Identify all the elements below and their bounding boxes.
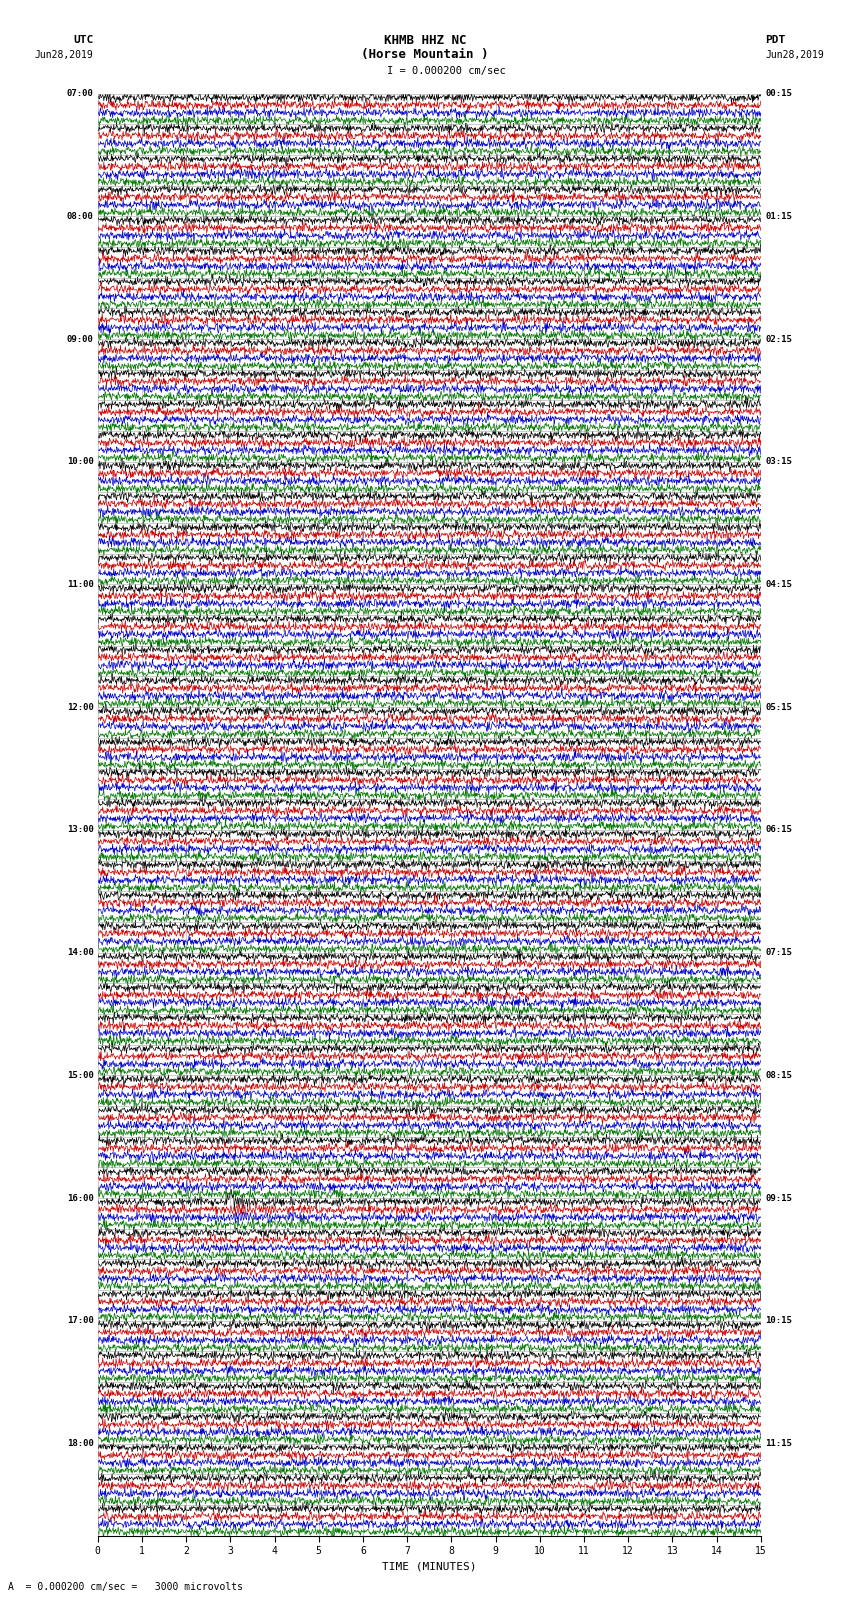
Text: 01:15: 01:15 xyxy=(765,211,792,221)
Text: 07:00: 07:00 xyxy=(66,89,94,98)
Text: KHMB HHZ NC: KHMB HHZ NC xyxy=(383,34,467,47)
Text: 09:00: 09:00 xyxy=(66,334,94,344)
Text: 06:15: 06:15 xyxy=(765,826,792,834)
Text: 07:15: 07:15 xyxy=(765,948,792,957)
Text: UTC: UTC xyxy=(73,35,94,45)
Text: 11:00: 11:00 xyxy=(66,581,94,589)
Text: 11:15: 11:15 xyxy=(765,1439,792,1448)
Text: 02:15: 02:15 xyxy=(765,334,792,344)
Text: 10:15: 10:15 xyxy=(765,1316,792,1326)
Text: 05:15: 05:15 xyxy=(765,703,792,711)
Text: Ι = 0.000200 cm/sec: Ι = 0.000200 cm/sec xyxy=(387,66,506,76)
Text: 15:00: 15:00 xyxy=(66,1071,94,1079)
Text: 18:00: 18:00 xyxy=(66,1439,94,1448)
Text: 10:00: 10:00 xyxy=(66,456,94,466)
Text: PDT: PDT xyxy=(765,35,785,45)
Text: 04:15: 04:15 xyxy=(765,581,792,589)
Text: 17:00: 17:00 xyxy=(66,1316,94,1326)
Text: 09:15: 09:15 xyxy=(765,1194,792,1203)
Text: 16:00: 16:00 xyxy=(66,1194,94,1203)
Text: 00:15: 00:15 xyxy=(765,89,792,98)
X-axis label: TIME (MINUTES): TIME (MINUTES) xyxy=(382,1561,477,1571)
Text: 13:00: 13:00 xyxy=(66,826,94,834)
Text: 14:00: 14:00 xyxy=(66,948,94,957)
Text: 12:00: 12:00 xyxy=(66,703,94,711)
Text: 08:15: 08:15 xyxy=(765,1071,792,1079)
Text: 08:00: 08:00 xyxy=(66,211,94,221)
Text: A  = 0.000200 cm/sec =   3000 microvolts: A = 0.000200 cm/sec = 3000 microvolts xyxy=(8,1582,243,1592)
Text: Jun28,2019: Jun28,2019 xyxy=(35,50,94,60)
Text: Jun28,2019: Jun28,2019 xyxy=(765,50,824,60)
Text: (Horse Mountain ): (Horse Mountain ) xyxy=(361,48,489,61)
Text: 03:15: 03:15 xyxy=(765,456,792,466)
